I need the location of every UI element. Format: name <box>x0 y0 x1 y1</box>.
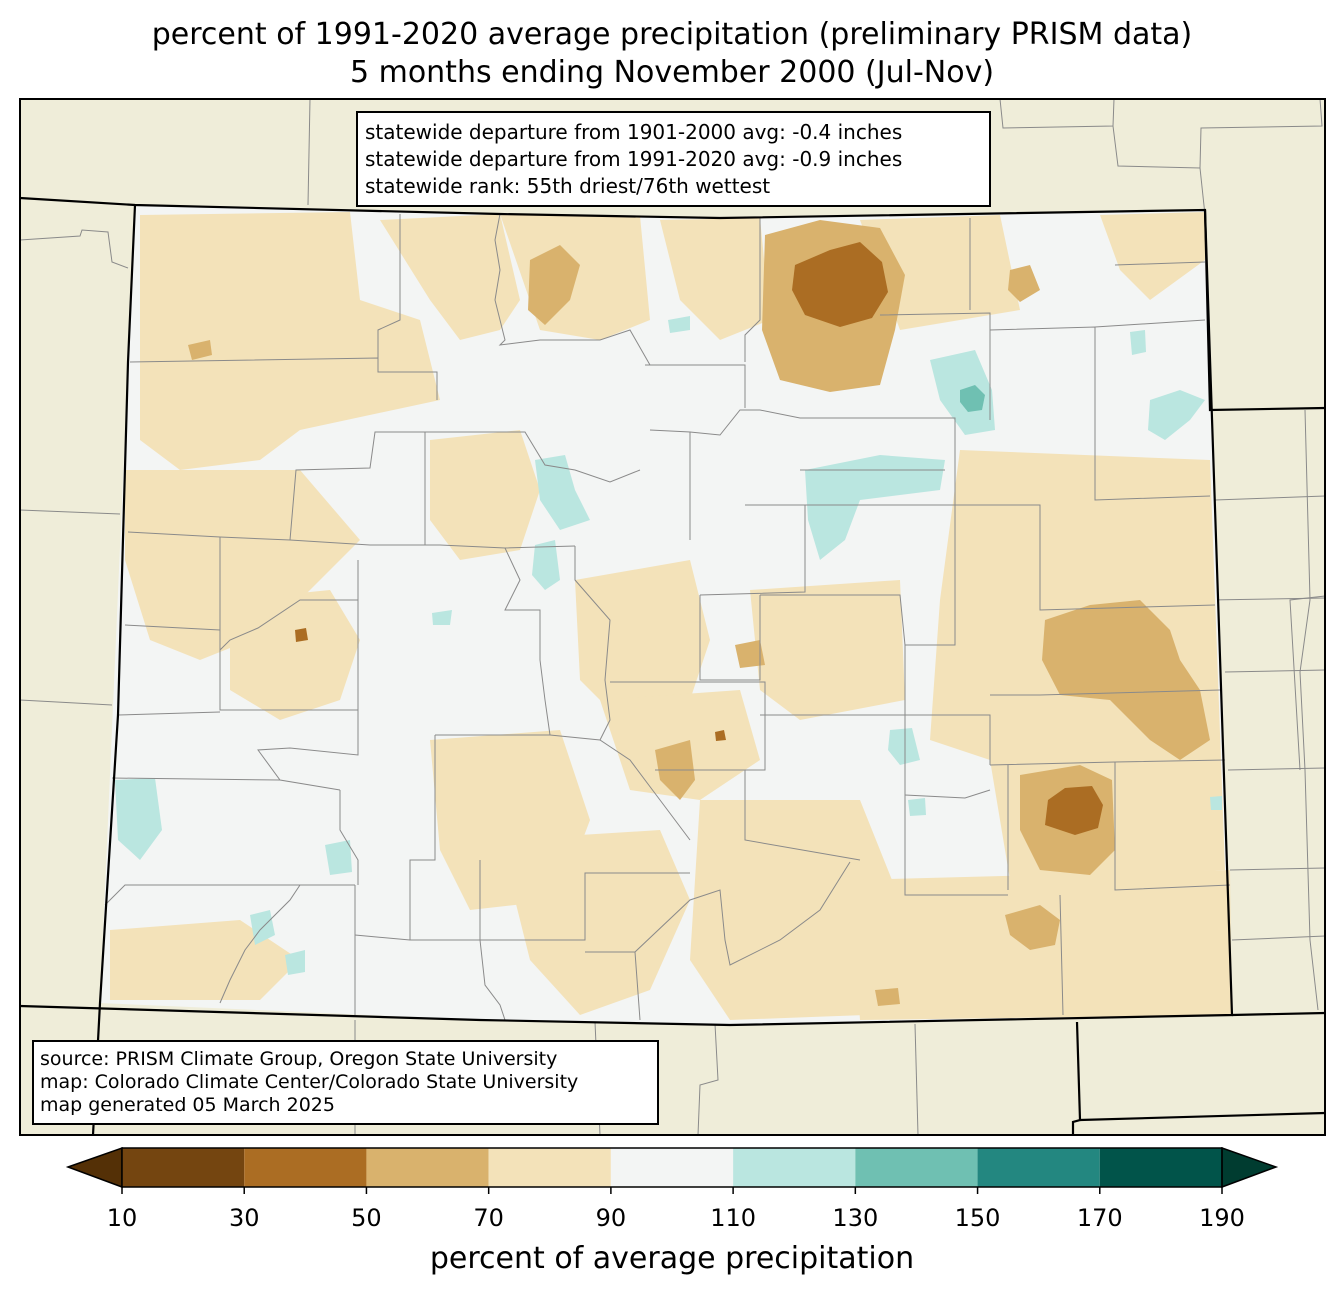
colorbar-tick-label: 50 <box>351 1204 382 1232</box>
bin-130-150-region <box>960 385 985 412</box>
colorbar-tick-label: 90 <box>595 1204 627 1232</box>
credits-generated: map generated 05 March 2025 <box>40 1094 335 1116</box>
stats-rank: statewide rank: 55th driest/76th wettest <box>365 174 771 198</box>
colorbar-tick-label: 110 <box>710 1204 757 1232</box>
colorbar-tick-marks <box>121 1187 1223 1194</box>
colorbar-bin-50-70 <box>366 1148 489 1187</box>
bin-30-50-regions <box>295 242 1103 835</box>
stats-departure-1991-2020: statewide departure from 1991-2020 avg: … <box>365 147 903 171</box>
colorbar-tick-label: 170 <box>1076 1204 1123 1232</box>
stats-departure-1901-2000: statewide departure from 1901-2000 avg: … <box>365 120 903 144</box>
county-boundaries <box>104 213 1231 1021</box>
colorbar-tick-label: 70 <box>473 1204 504 1232</box>
colorbar-bin-110-130 <box>733 1148 856 1187</box>
colorbar-tick-label: 130 <box>832 1204 879 1232</box>
credits-box: source: PRISM Climate Group, Oregon Stat… <box>32 1040 659 1125</box>
colorbar-tick-label: 30 <box>228 1204 260 1232</box>
colorbar-bin-10-30 <box>122 1148 245 1187</box>
colorbar <box>65 1146 1279 1194</box>
colorbar-bin-30-50 <box>244 1148 367 1187</box>
colorbar-tick-label: 10 <box>106 1204 138 1232</box>
colorbar-tick-label: 150 <box>954 1204 1001 1232</box>
colorbar-outline <box>121 1147 1223 1188</box>
bin-110-130-regions <box>115 316 1222 975</box>
colorbar-bin-70-90 <box>488 1148 611 1187</box>
credits-map: map: Colorado Climate Center/Colorado St… <box>40 1071 579 1093</box>
colorbar-tick-label: 190 <box>1199 1204 1245 1232</box>
state-boundaries <box>19 196 1326 1136</box>
map-title-line-2: 5 months ending November 2000 (Jul-Nov) <box>349 55 995 90</box>
map-title-line-1: percent of 1991-2020 average precipitati… <box>151 17 1193 52</box>
precipitation-shading <box>110 212 1232 1020</box>
credits-source: source: PRISM Climate Group, Oregon Stat… <box>40 1048 558 1070</box>
bin-50-70-regions <box>188 220 1210 1006</box>
map-frame <box>19 98 1326 1136</box>
statewide-stats-box: statewide departure from 1901-2000 avg: … <box>356 111 991 207</box>
colorbar-bin-130-150 <box>855 1148 978 1187</box>
colorbar-over-triangle <box>1221 1146 1279 1189</box>
colorbar-under-triangle <box>65 1146 123 1189</box>
colorbar-bin-90-110 <box>610 1148 734 1187</box>
colorbar-label: percent of average precipitation <box>429 1241 915 1276</box>
colorbar-bin-170-190 <box>1099 1148 1222 1187</box>
colorbar-bin-150-170 <box>977 1148 1100 1187</box>
